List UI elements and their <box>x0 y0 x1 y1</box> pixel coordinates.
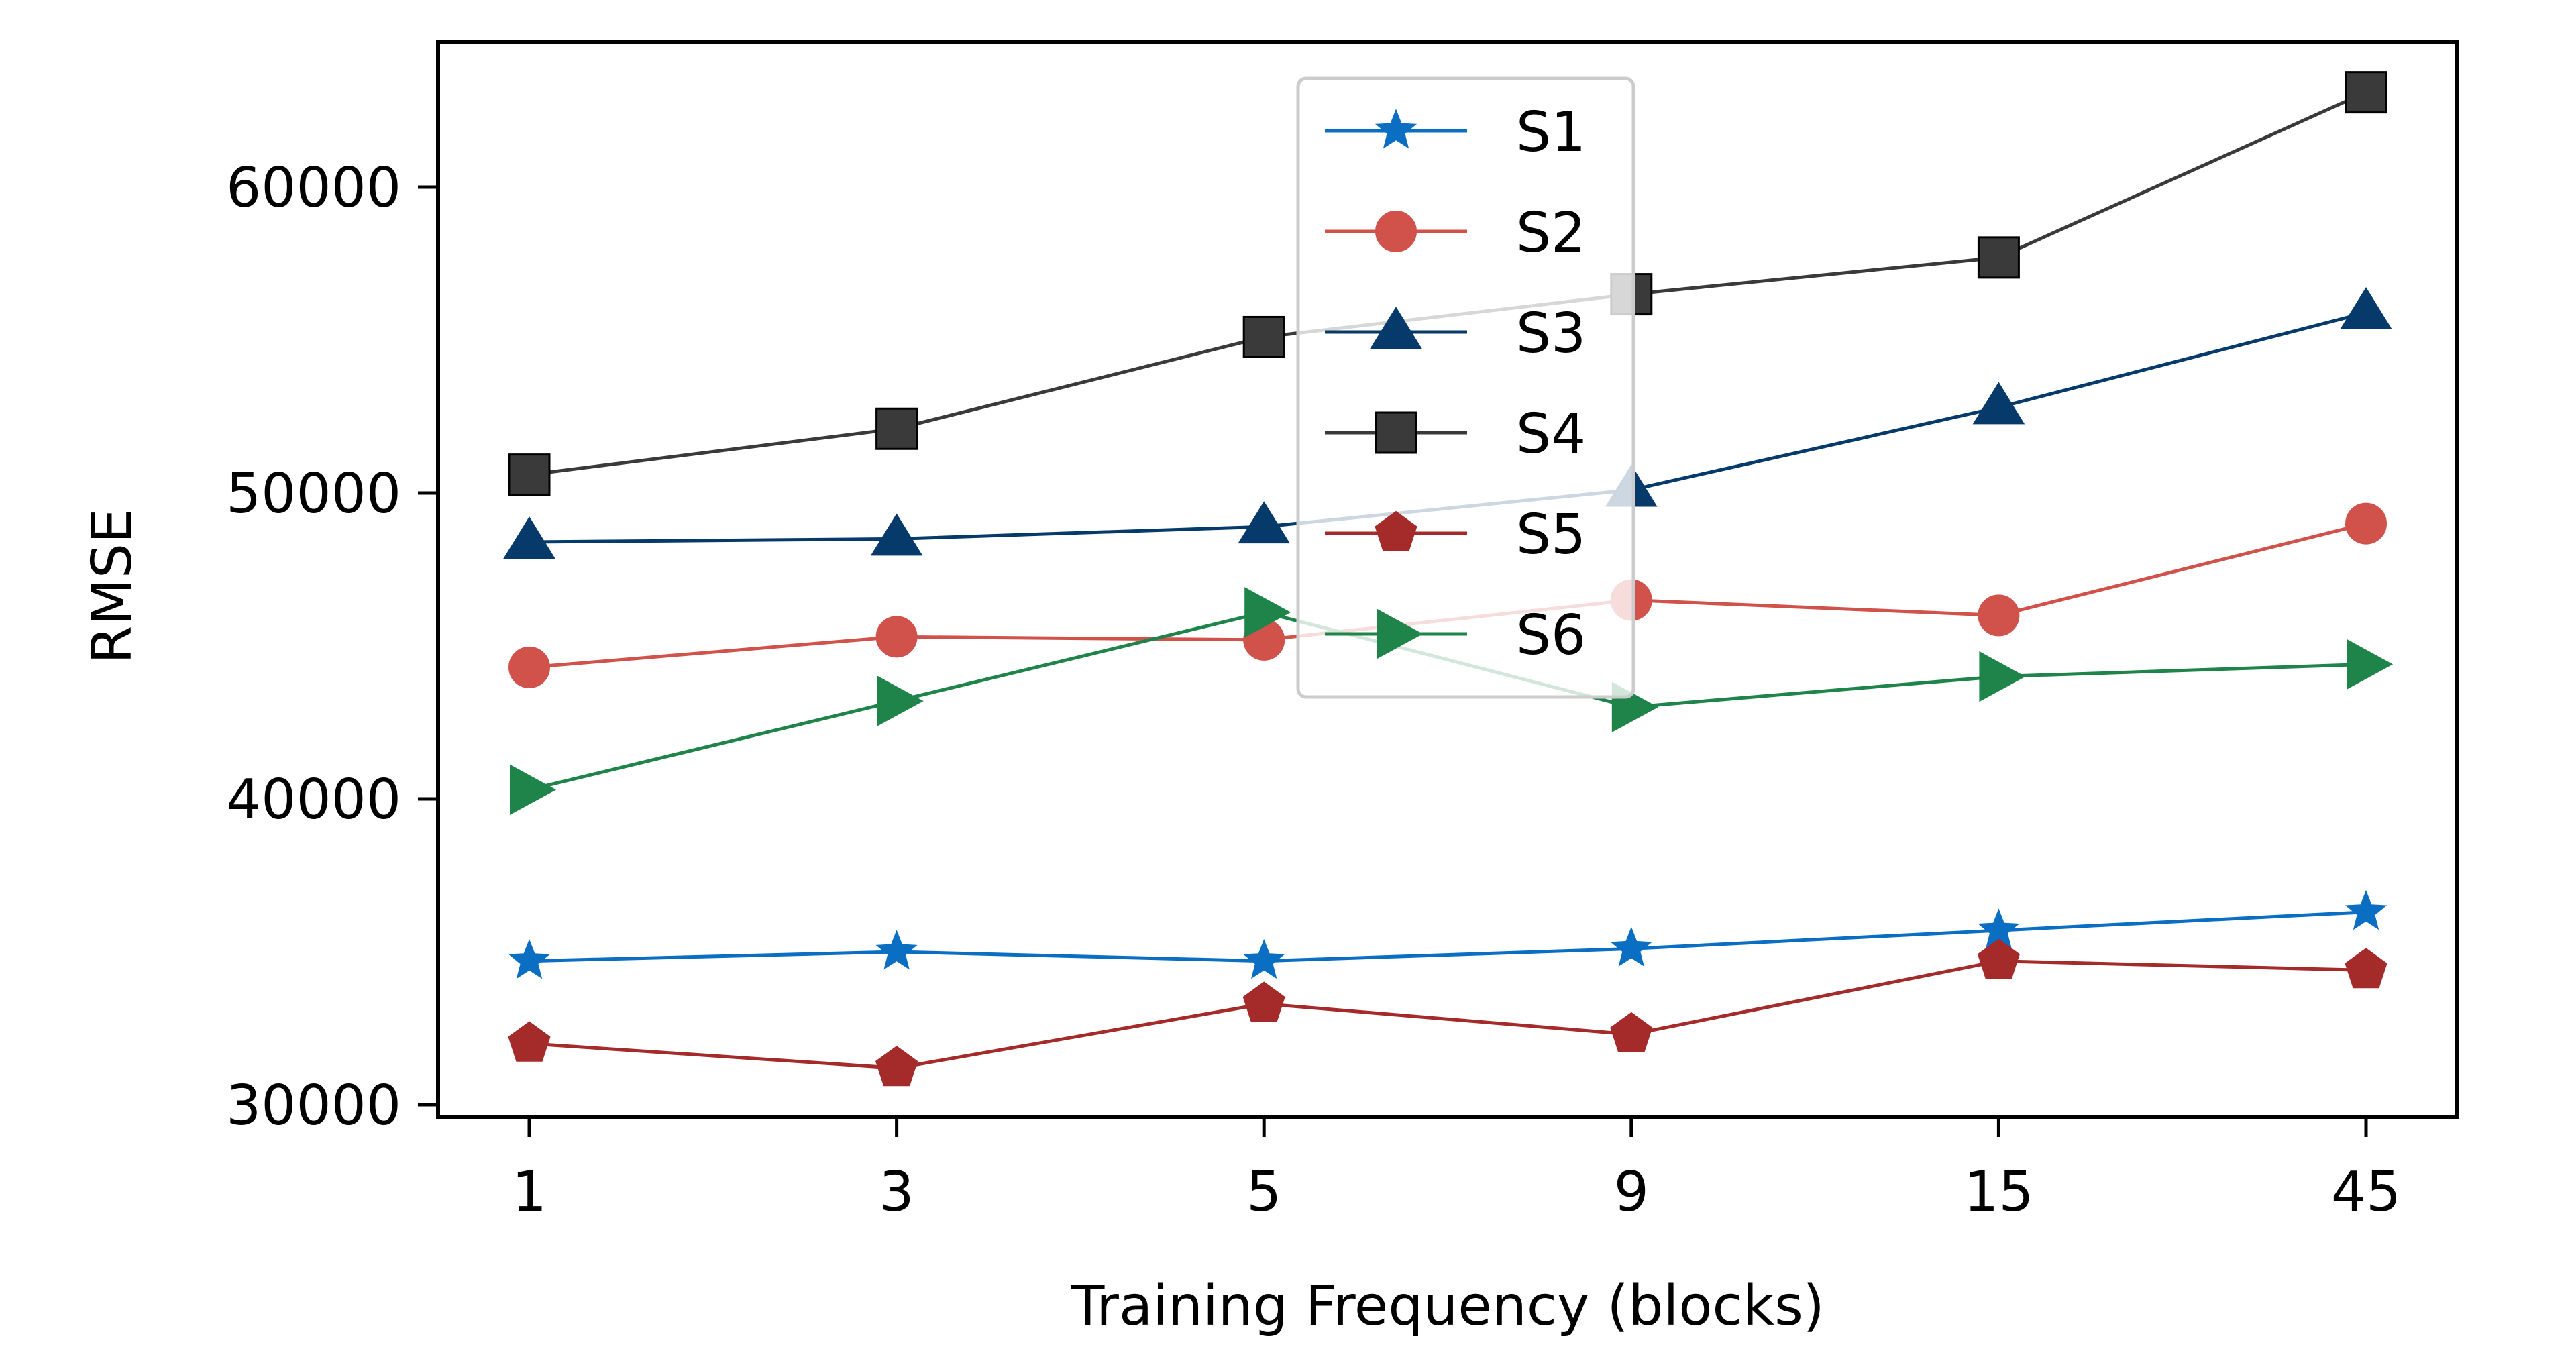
data-point-s3 <box>870 513 923 556</box>
y-axis: 30000 40000 50000 60000 <box>226 156 438 1138</box>
data-point-s4 <box>1242 315 1285 358</box>
data-point-s4 <box>2345 71 2387 114</box>
data-point-s2 <box>2345 502 2387 545</box>
data-point-s2 <box>875 616 918 658</box>
legend-label: S6 <box>1516 604 1586 667</box>
legend-item: S5 <box>1325 503 1586 567</box>
legend-marker-square-icon <box>1375 411 1417 454</box>
legend-item: S4 <box>1325 402 1586 466</box>
data-point-s5 <box>875 1046 918 1087</box>
legend-label: S2 <box>1516 201 1586 265</box>
data-point-s6 <box>510 764 557 816</box>
legend-marker-triangle-up-icon <box>1370 307 1422 349</box>
y-tick-label: 50000 <box>226 462 401 526</box>
legend-label: S3 <box>1516 302 1586 366</box>
data-point-s5 <box>2345 948 2387 989</box>
y-tick-label: 30000 <box>226 1074 401 1138</box>
data-point-s2 <box>1978 594 2020 637</box>
data-point-s5 <box>1977 938 2020 979</box>
legend: S1 S2 S3 S4 S5 S6 <box>1296 76 1635 699</box>
axes-frame <box>436 40 2459 1119</box>
data-point-s5 <box>1610 1012 1653 1052</box>
x-tick-label: 1 <box>512 1160 547 1224</box>
data-point-s6 <box>1979 651 2026 702</box>
data-point-s1 <box>2345 889 2387 930</box>
data-point-s5 <box>1242 981 1285 1022</box>
data-point-s2 <box>508 646 550 688</box>
legend-label: S1 <box>1516 101 1586 164</box>
y-tick-label: 60000 <box>226 156 401 220</box>
series-s5 <box>508 938 2387 1087</box>
y-tick-label: 40000 <box>226 768 401 832</box>
legend-marker-star-icon <box>1375 109 1417 149</box>
series-line-s5 <box>529 959 2367 1070</box>
legend-marker-pentagon-icon <box>1375 510 1417 551</box>
data-point-s1 <box>1243 938 1285 979</box>
legend-marker-circle-icon <box>1375 211 1417 252</box>
data-point-s5 <box>508 1021 551 1062</box>
data-point-s3 <box>1238 501 1290 544</box>
x-tick-label: 3 <box>879 1160 914 1224</box>
x-tick-label: 15 <box>1964 1160 2033 1224</box>
data-point-s1 <box>875 930 918 970</box>
data-point-s1 <box>508 938 551 979</box>
data-point-s6 <box>2347 639 2394 690</box>
legend-marker-triangle-right-icon <box>1377 608 1424 659</box>
data-point-s1 <box>1610 926 1652 967</box>
x-tick-label: 5 <box>1246 1160 1281 1224</box>
legend-label: S5 <box>1516 503 1586 567</box>
data-point-s6 <box>877 675 924 726</box>
legend-label: S4 <box>1516 402 1586 466</box>
legend-item: S1 <box>1325 101 1586 164</box>
data-point-s3 <box>1972 382 2025 425</box>
data-point-s4 <box>508 453 551 496</box>
data-point-s3 <box>2340 287 2392 329</box>
legend-item: S6 <box>1325 604 1586 667</box>
legend-item: S3 <box>1325 302 1586 366</box>
x-tick-label: 9 <box>1614 1160 1649 1224</box>
data-point-s3 <box>503 516 555 559</box>
data-point-s4 <box>875 407 918 450</box>
x-tick-label: 45 <box>2331 1160 2401 1224</box>
series-line-s1 <box>529 910 2367 963</box>
y-axis-title: RMSE <box>80 508 144 664</box>
x-axis-title: Training Frequency (blocks) <box>1070 1274 1825 1338</box>
legend-item: S2 <box>1325 201 1586 265</box>
data-point-s6 <box>1244 587 1291 638</box>
x-axis: 1 3 5 9 15 45 <box>512 1117 2401 1224</box>
data-point-s4 <box>1977 236 2020 279</box>
